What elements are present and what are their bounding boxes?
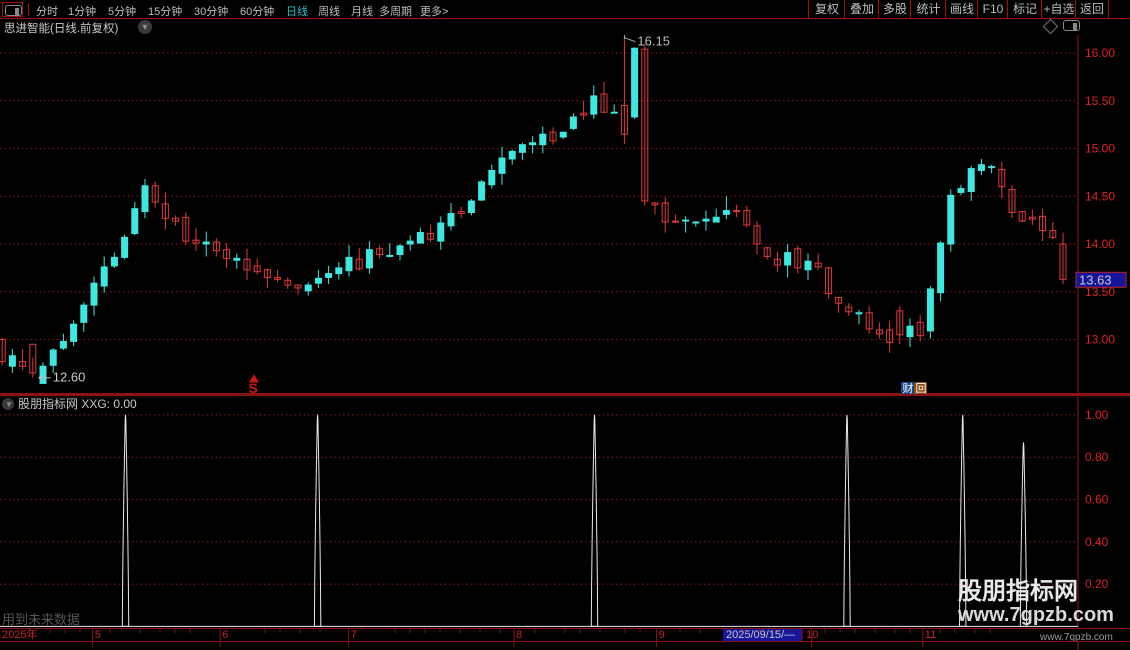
svg-text:16.15: 16.15 [637, 35, 670, 49]
svg-text:0.20: 0.20 [1085, 577, 1109, 591]
svg-text:16.00: 16.00 [1085, 46, 1115, 60]
svg-text:2025年: 2025年 [2, 629, 37, 641]
svg-text:10: 10 [806, 629, 818, 641]
svg-text:2025/09/15/—: 2025/09/15/— [726, 629, 795, 641]
svg-text:回: 回 [916, 382, 927, 395]
svg-text:15.00: 15.00 [1085, 142, 1115, 156]
svg-text:14.00: 14.00 [1085, 237, 1115, 251]
svg-text:财: 财 [903, 381, 914, 395]
svg-text:13.63: 13.63 [1079, 272, 1112, 287]
svg-text:股朋指标网 XXG: 0.00: 股朋指标网 XXG: 0.00 [18, 396, 137, 411]
svg-text:9: 9 [659, 629, 665, 641]
svg-text:6: 6 [222, 629, 228, 641]
svg-text:14.50: 14.50 [1085, 189, 1115, 203]
svg-text:0.60: 0.60 [1085, 493, 1109, 507]
svg-text:1.00: 1.00 [1085, 408, 1109, 422]
svg-text:15.50: 15.50 [1085, 94, 1115, 108]
svg-text:股朋指标网: 股朋指标网 [958, 578, 1078, 605]
svg-text:11: 11 [925, 629, 936, 641]
svg-text:0.40: 0.40 [1085, 535, 1109, 549]
svg-text:0.80: 0.80 [1085, 450, 1109, 464]
svg-text:▼: ▼ [5, 400, 13, 409]
svg-text:13.00: 13.00 [1085, 333, 1115, 347]
svg-text:www.7gpzb.com: www.7gpzb.com [957, 604, 1114, 626]
svg-text:8: 8 [516, 629, 522, 641]
svg-text:S: S [249, 380, 258, 395]
svg-text:5: 5 [95, 629, 101, 641]
svg-text:用到未来数据: 用到未来数据 [2, 612, 80, 627]
svg-text:12.60: 12.60 [53, 370, 86, 385]
svg-text:7: 7 [351, 629, 357, 641]
